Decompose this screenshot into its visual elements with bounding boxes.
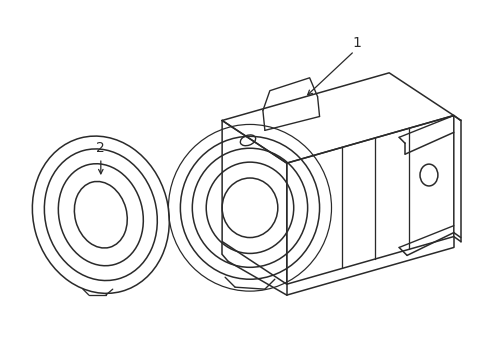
Text: 1: 1 — [353, 36, 362, 50]
Text: 2: 2 — [97, 141, 105, 155]
